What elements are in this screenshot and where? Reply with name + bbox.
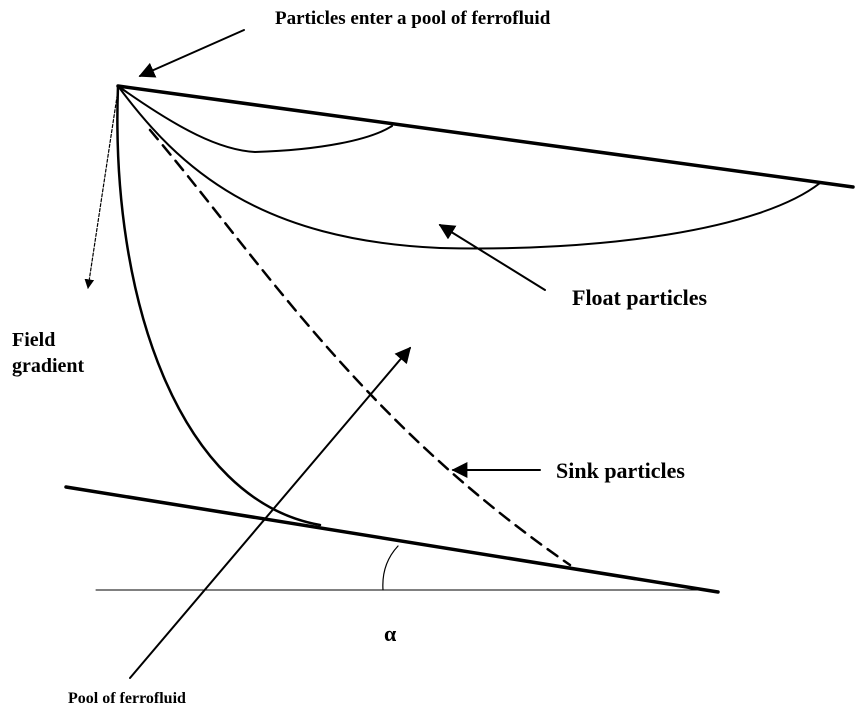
pool-surface [64, 485, 720, 594]
pool-label: Pool of ferrofluid [68, 690, 186, 707]
entry-label: Particles enter a pool of ferrofluid [275, 8, 551, 29]
float-label: Float particles [572, 285, 707, 310]
field-label: gradient [12, 355, 85, 377]
shapes [64, 29, 855, 679]
entry-arrow [138, 29, 245, 78]
field-label: Field [12, 329, 55, 351]
top-line [116, 84, 855, 189]
pool-arrow [129, 346, 412, 679]
float-curve [117, 85, 821, 250]
sink-label: Sink particles [556, 458, 685, 483]
float-arrow [438, 224, 546, 291]
field-arrow [84, 89, 119, 289]
dashed-curve [148, 128, 572, 567]
alpha-label: α [384, 621, 397, 646]
small-float-curve [117, 85, 393, 154]
sink-curve [116, 84, 322, 527]
angle-arc [382, 545, 399, 591]
